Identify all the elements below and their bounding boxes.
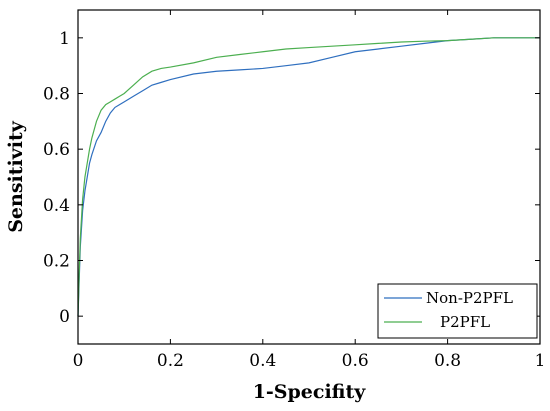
x-tick-label: 0 bbox=[73, 351, 84, 371]
y-tick-label: 0.6 bbox=[43, 140, 70, 160]
x-tick-label: 0.4 bbox=[249, 351, 276, 371]
legend-label-p2pfl: P2PFL bbox=[440, 313, 490, 331]
series-line-p2pfl bbox=[77, 37, 540, 317]
y-tick-label: 0 bbox=[59, 307, 70, 327]
y-tick-label: 1 bbox=[59, 29, 70, 49]
ticks-layer bbox=[77, 10, 541, 344]
plot-area-frame bbox=[77, 9, 541, 345]
x-tick-label: 0.6 bbox=[342, 351, 369, 371]
tick-labels-layer: 0 0.2 0.4 0.6 0.8 1 0 0.2 0.4 0.6 0.8 1 bbox=[43, 29, 545, 371]
curves-layer bbox=[77, 37, 540, 317]
x-tick-label: 0.8 bbox=[434, 351, 461, 371]
y-axis-title: Sensitivity bbox=[5, 120, 27, 233]
x-tick-label: 1 bbox=[535, 351, 546, 371]
legend-box bbox=[377, 283, 538, 339]
legend: Non-P2PFL P2PFL bbox=[377, 283, 538, 339]
legend-label-non-p2pfl: Non-P2PFL bbox=[426, 289, 513, 307]
y-tick-label: 0.2 bbox=[43, 252, 70, 272]
x-tick-label: 0.2 bbox=[157, 351, 184, 371]
y-tick-label: 0.4 bbox=[43, 196, 70, 216]
y-tick-label: 0.8 bbox=[43, 85, 70, 105]
series-line-non-p2pfl bbox=[77, 37, 540, 317]
x-axis-title: 1-Specifity bbox=[253, 381, 367, 403]
